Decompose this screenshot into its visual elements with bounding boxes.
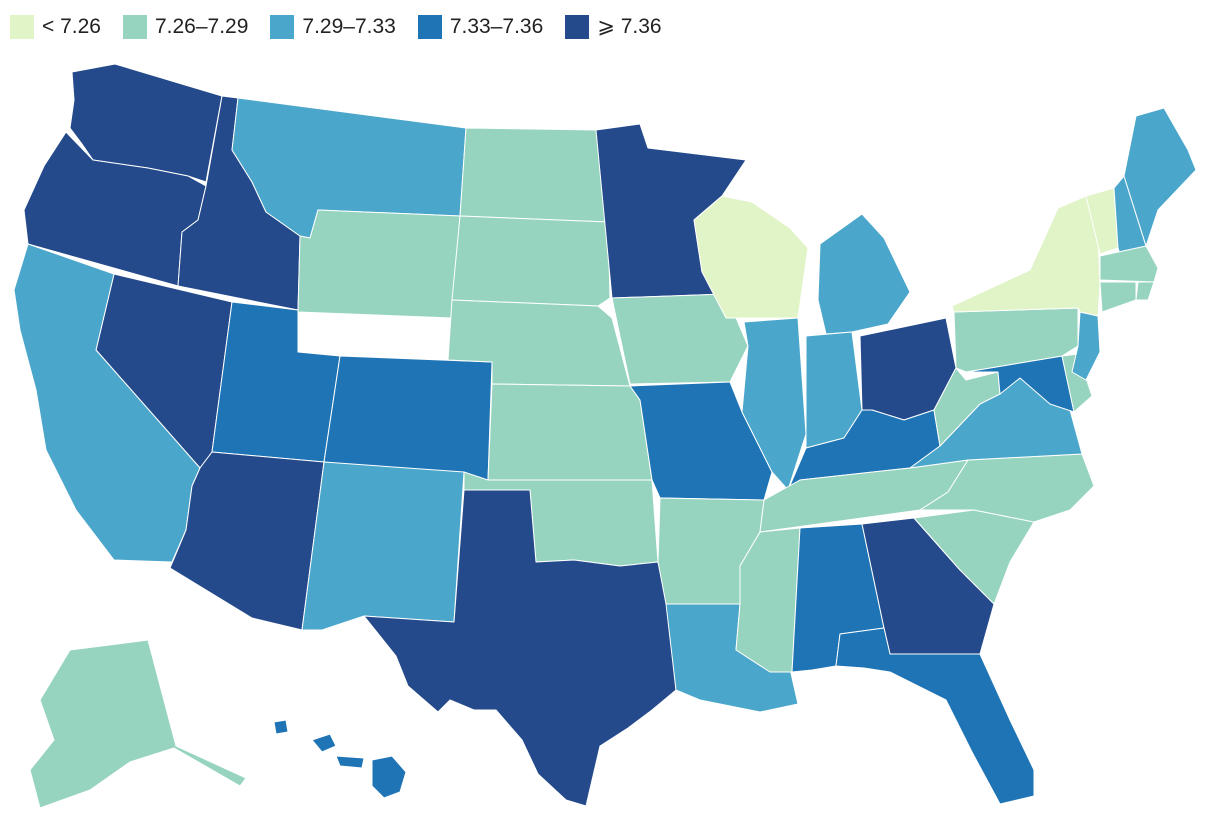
- state-maine: [1123, 107, 1197, 247]
- legend-swatch: [270, 14, 295, 39]
- legend-swatch: [122, 14, 147, 39]
- legend-swatch: [417, 14, 442, 39]
- state-connecticut: [1099, 281, 1137, 313]
- state-massachusetts: [1099, 245, 1159, 283]
- legend-swatch: [10, 14, 34, 39]
- state-new-york: [951, 195, 1101, 317]
- legend: < 7.26 7.26–7.29 7.29–7.33 7.33–7.36 ⩾ 7…: [10, 14, 684, 39]
- legend-item-bin-1: 7.26–7.29: [122, 14, 249, 39]
- state-illinois: [741, 317, 807, 491]
- state-texas: [363, 489, 677, 807]
- state-iowa: [611, 293, 749, 385]
- state-alaska: [29, 639, 247, 809]
- legend-label: ⩾ 7.36: [597, 15, 662, 38]
- legend-item-bin-0: < 7.26: [10, 14, 101, 39]
- state-utah: [211, 301, 341, 463]
- legend-label: 7.26–7.29: [154, 14, 249, 38]
- legend-label: 7.29–7.33: [302, 14, 396, 38]
- legend-item-bin-2: 7.29–7.33: [270, 14, 396, 39]
- state-north-dakota: [459, 127, 609, 223]
- state-rhode-island: [1135, 281, 1155, 301]
- legend-label: 7.33–7.36: [449, 14, 544, 38]
- legend-item-bin-4: ⩾ 7.36: [565, 14, 662, 39]
- state-new-mexico: [301, 461, 465, 631]
- state-hawaii: [273, 719, 407, 799]
- state-florida: [835, 627, 1035, 805]
- legend-item-bin-3: 7.33–7.36: [417, 14, 544, 39]
- legend-label: < 7.26: [42, 14, 101, 38]
- state-california: [13, 243, 201, 563]
- state-mississippi: [735, 527, 801, 673]
- state-colorado: [323, 355, 493, 481]
- legend-swatch: [565, 14, 590, 39]
- state-delaware: [1061, 353, 1093, 413]
- state-wisconsin: [693, 195, 809, 319]
- state-south-dakota: [451, 215, 611, 307]
- state-michigan: [817, 213, 911, 335]
- state-wyoming: [297, 209, 461, 319]
- state-north-carolina: [919, 453, 1095, 523]
- state-kansas: [487, 383, 653, 481]
